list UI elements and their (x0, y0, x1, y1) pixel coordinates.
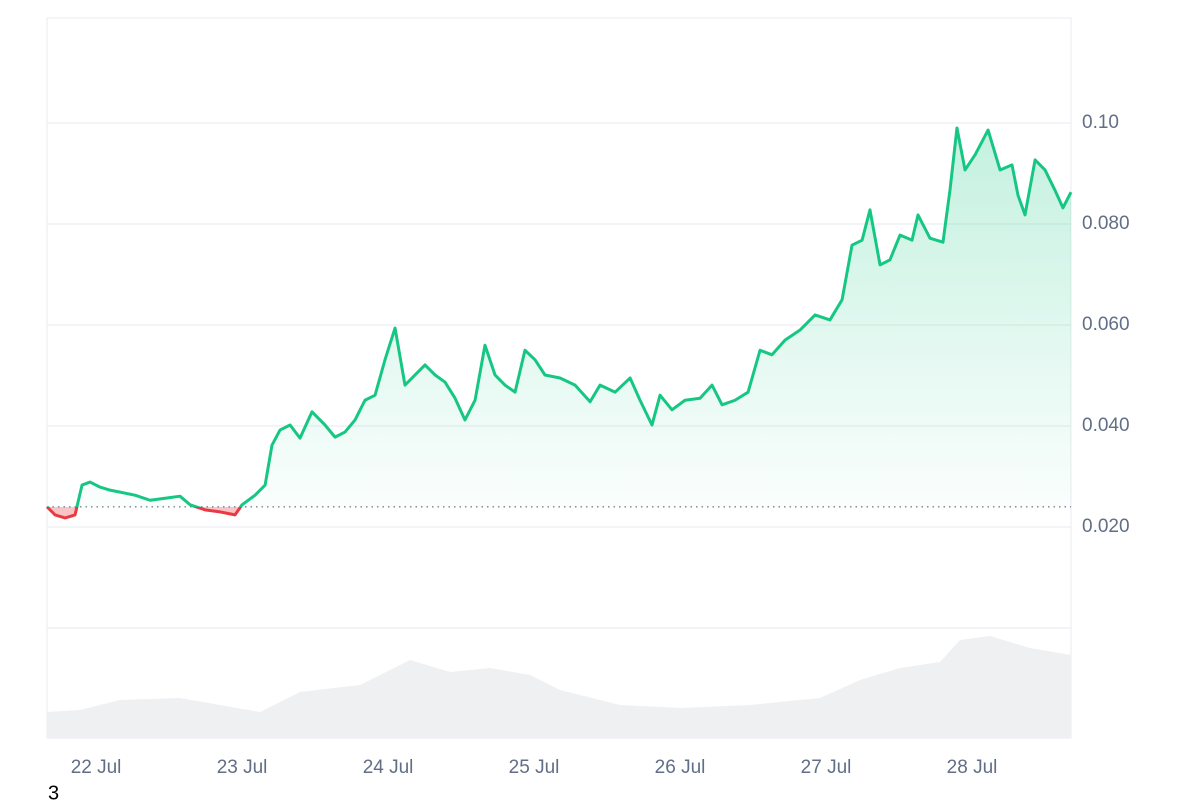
volume-area (47, 636, 1071, 738)
y-tick-label: 0.080 (1082, 213, 1130, 234)
x-tick-label: 25 Jul (509, 757, 560, 778)
x-tick-label: 28 Jul (947, 757, 998, 778)
y-tick-label: 0.060 (1082, 314, 1130, 335)
x-tick-label: 27 Jul (801, 757, 852, 778)
price-area (47, 128, 1071, 518)
footnote: 3 (48, 782, 59, 800)
y-tick-label: 0.10 (1082, 112, 1119, 133)
x-tick-label: 26 Jul (655, 757, 706, 778)
x-tick-label: 22 Jul (71, 757, 122, 778)
price-line (45, 126, 1073, 520)
x-tick-label: 24 Jul (363, 757, 414, 778)
x-tick-label: 23 Jul (217, 757, 268, 778)
y-tick-label: 0.040 (1082, 415, 1130, 436)
y-tick-label: 0.020 (1082, 516, 1130, 537)
